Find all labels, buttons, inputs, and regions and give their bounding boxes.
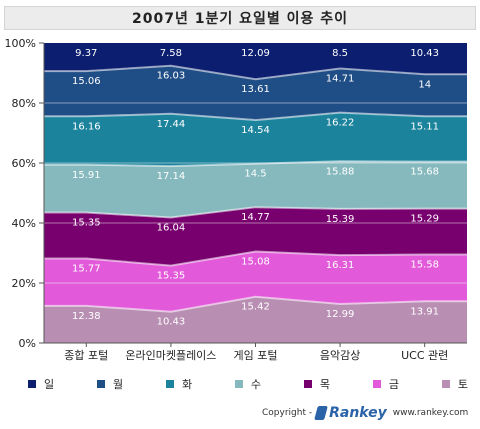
data-label: 12.99 bbox=[326, 309, 355, 320]
data-label: 15.91 bbox=[72, 170, 101, 181]
x-tick-label: 게임 포털 bbox=[234, 349, 278, 362]
data-label: 16.04 bbox=[157, 223, 186, 234]
y-tick-label: 60% bbox=[12, 157, 36, 170]
data-label: 10.43 bbox=[157, 317, 186, 328]
legend-item: 화 bbox=[165, 375, 193, 393]
data-label: 15.58 bbox=[410, 260, 439, 271]
data-label: 13.91 bbox=[410, 306, 439, 317]
series-boundary-line bbox=[44, 111, 467, 122]
footer: Copyright - Rankey www.rankey.com bbox=[262, 402, 472, 424]
legend-item: 목 bbox=[303, 375, 330, 393]
area-series-2 bbox=[44, 251, 467, 312]
data-label: 16.31 bbox=[326, 260, 355, 271]
data-label: 9.37 bbox=[75, 48, 97, 59]
data-label: 12.38 bbox=[72, 311, 101, 322]
legend-label: 화 bbox=[181, 378, 193, 391]
data-label: 13.61 bbox=[241, 84, 270, 95]
legend-label: 토 bbox=[457, 378, 468, 391]
data-label: 15.77 bbox=[72, 264, 101, 275]
legend-label: 목 bbox=[319, 378, 330, 391]
data-label: 7.58 bbox=[160, 48, 182, 59]
stacked-area-chart: 0% 20% 40% 60% 80% 100% 종합 포털 온라인마켓플레이스 게임 포털 음악감… bbox=[5, 37, 467, 362]
data-label: 12.09 bbox=[241, 48, 270, 59]
legend-item: 수 bbox=[234, 375, 262, 393]
y-tick-label: 20% bbox=[12, 277, 36, 290]
rankey-logo-icon bbox=[314, 406, 328, 420]
data-label: 15.39 bbox=[326, 214, 355, 225]
y-tick-label: 100% bbox=[5, 37, 36, 50]
area-series-1 bbox=[44, 296, 467, 343]
x-tick-label: 종합 포털 bbox=[64, 349, 108, 362]
legend-swatch bbox=[234, 380, 243, 388]
area-series-6 bbox=[44, 65, 467, 121]
x-tick-label: 음악감상 bbox=[320, 349, 360, 362]
legend-item: 월 bbox=[96, 375, 124, 393]
y-tick-label: 40% bbox=[12, 217, 36, 230]
data-label: 8.5 bbox=[332, 48, 348, 59]
footer-url[interactable]: www.rankey.com bbox=[392, 408, 469, 418]
legend-item: 금 bbox=[372, 375, 399, 393]
legend-swatch bbox=[303, 380, 312, 388]
data-label: 15.35 bbox=[72, 218, 101, 229]
data-label: 15.68 bbox=[410, 167, 439, 178]
data-label: 14 bbox=[418, 79, 431, 90]
copyright-text: Copyright - bbox=[262, 408, 313, 418]
x-tick-label: UCC 관련 bbox=[401, 349, 448, 362]
legend-swatch bbox=[372, 380, 381, 388]
series-boundary-line bbox=[44, 160, 467, 168]
brand-name: Rankey bbox=[329, 405, 387, 421]
x-tick-label: 온라인마켓플레이스 bbox=[125, 349, 216, 362]
legend-swatch bbox=[441, 380, 450, 388]
data-label: 15.42 bbox=[241, 302, 270, 313]
data-label: 17.14 bbox=[157, 171, 186, 182]
series-boundary-line bbox=[44, 295, 467, 313]
data-label: 15.11 bbox=[410, 121, 439, 132]
data-label: 15.08 bbox=[241, 257, 270, 268]
area-series-3 bbox=[44, 207, 467, 266]
data-label: 10.43 bbox=[410, 48, 439, 59]
legend-swatch bbox=[165, 380, 174, 388]
data-label: 16.16 bbox=[72, 121, 101, 132]
legend-swatch bbox=[96, 380, 105, 388]
area-series-5 bbox=[44, 112, 467, 167]
data-label: 15.29 bbox=[410, 214, 439, 225]
data-label: 16.03 bbox=[157, 71, 186, 82]
data-label: 14.5 bbox=[244, 169, 266, 180]
area-series-7 bbox=[44, 42, 467, 80]
data-label: 15.35 bbox=[157, 271, 186, 282]
legend-label: 일 bbox=[44, 378, 55, 391]
legend-item: 토 bbox=[441, 375, 468, 393]
data-label: 16.22 bbox=[326, 118, 355, 129]
y-tick-label: 80% bbox=[12, 97, 36, 110]
series-boundary-line bbox=[44, 250, 467, 267]
chart-title: 2007년 1분기 요일별 이용 추이 bbox=[4, 6, 476, 30]
series-boundary-line bbox=[44, 206, 467, 219]
data-label: 14.77 bbox=[241, 212, 270, 223]
legend-label: 월 bbox=[112, 378, 124, 391]
legend-swatch bbox=[28, 380, 36, 388]
data-label: 17.44 bbox=[157, 119, 186, 130]
area-series-4 bbox=[44, 161, 467, 218]
data-label: 14.71 bbox=[326, 74, 355, 85]
data-label: 14.54 bbox=[241, 125, 270, 136]
data-label: 15.88 bbox=[326, 166, 355, 177]
series-boundary-line bbox=[44, 64, 467, 81]
data-label: 15.06 bbox=[72, 76, 101, 87]
y-tick-label: 0% bbox=[19, 337, 36, 350]
legend-label: 금 bbox=[388, 378, 399, 391]
legend-item: 일 bbox=[28, 375, 54, 393]
legend-label: 수 bbox=[250, 378, 262, 391]
